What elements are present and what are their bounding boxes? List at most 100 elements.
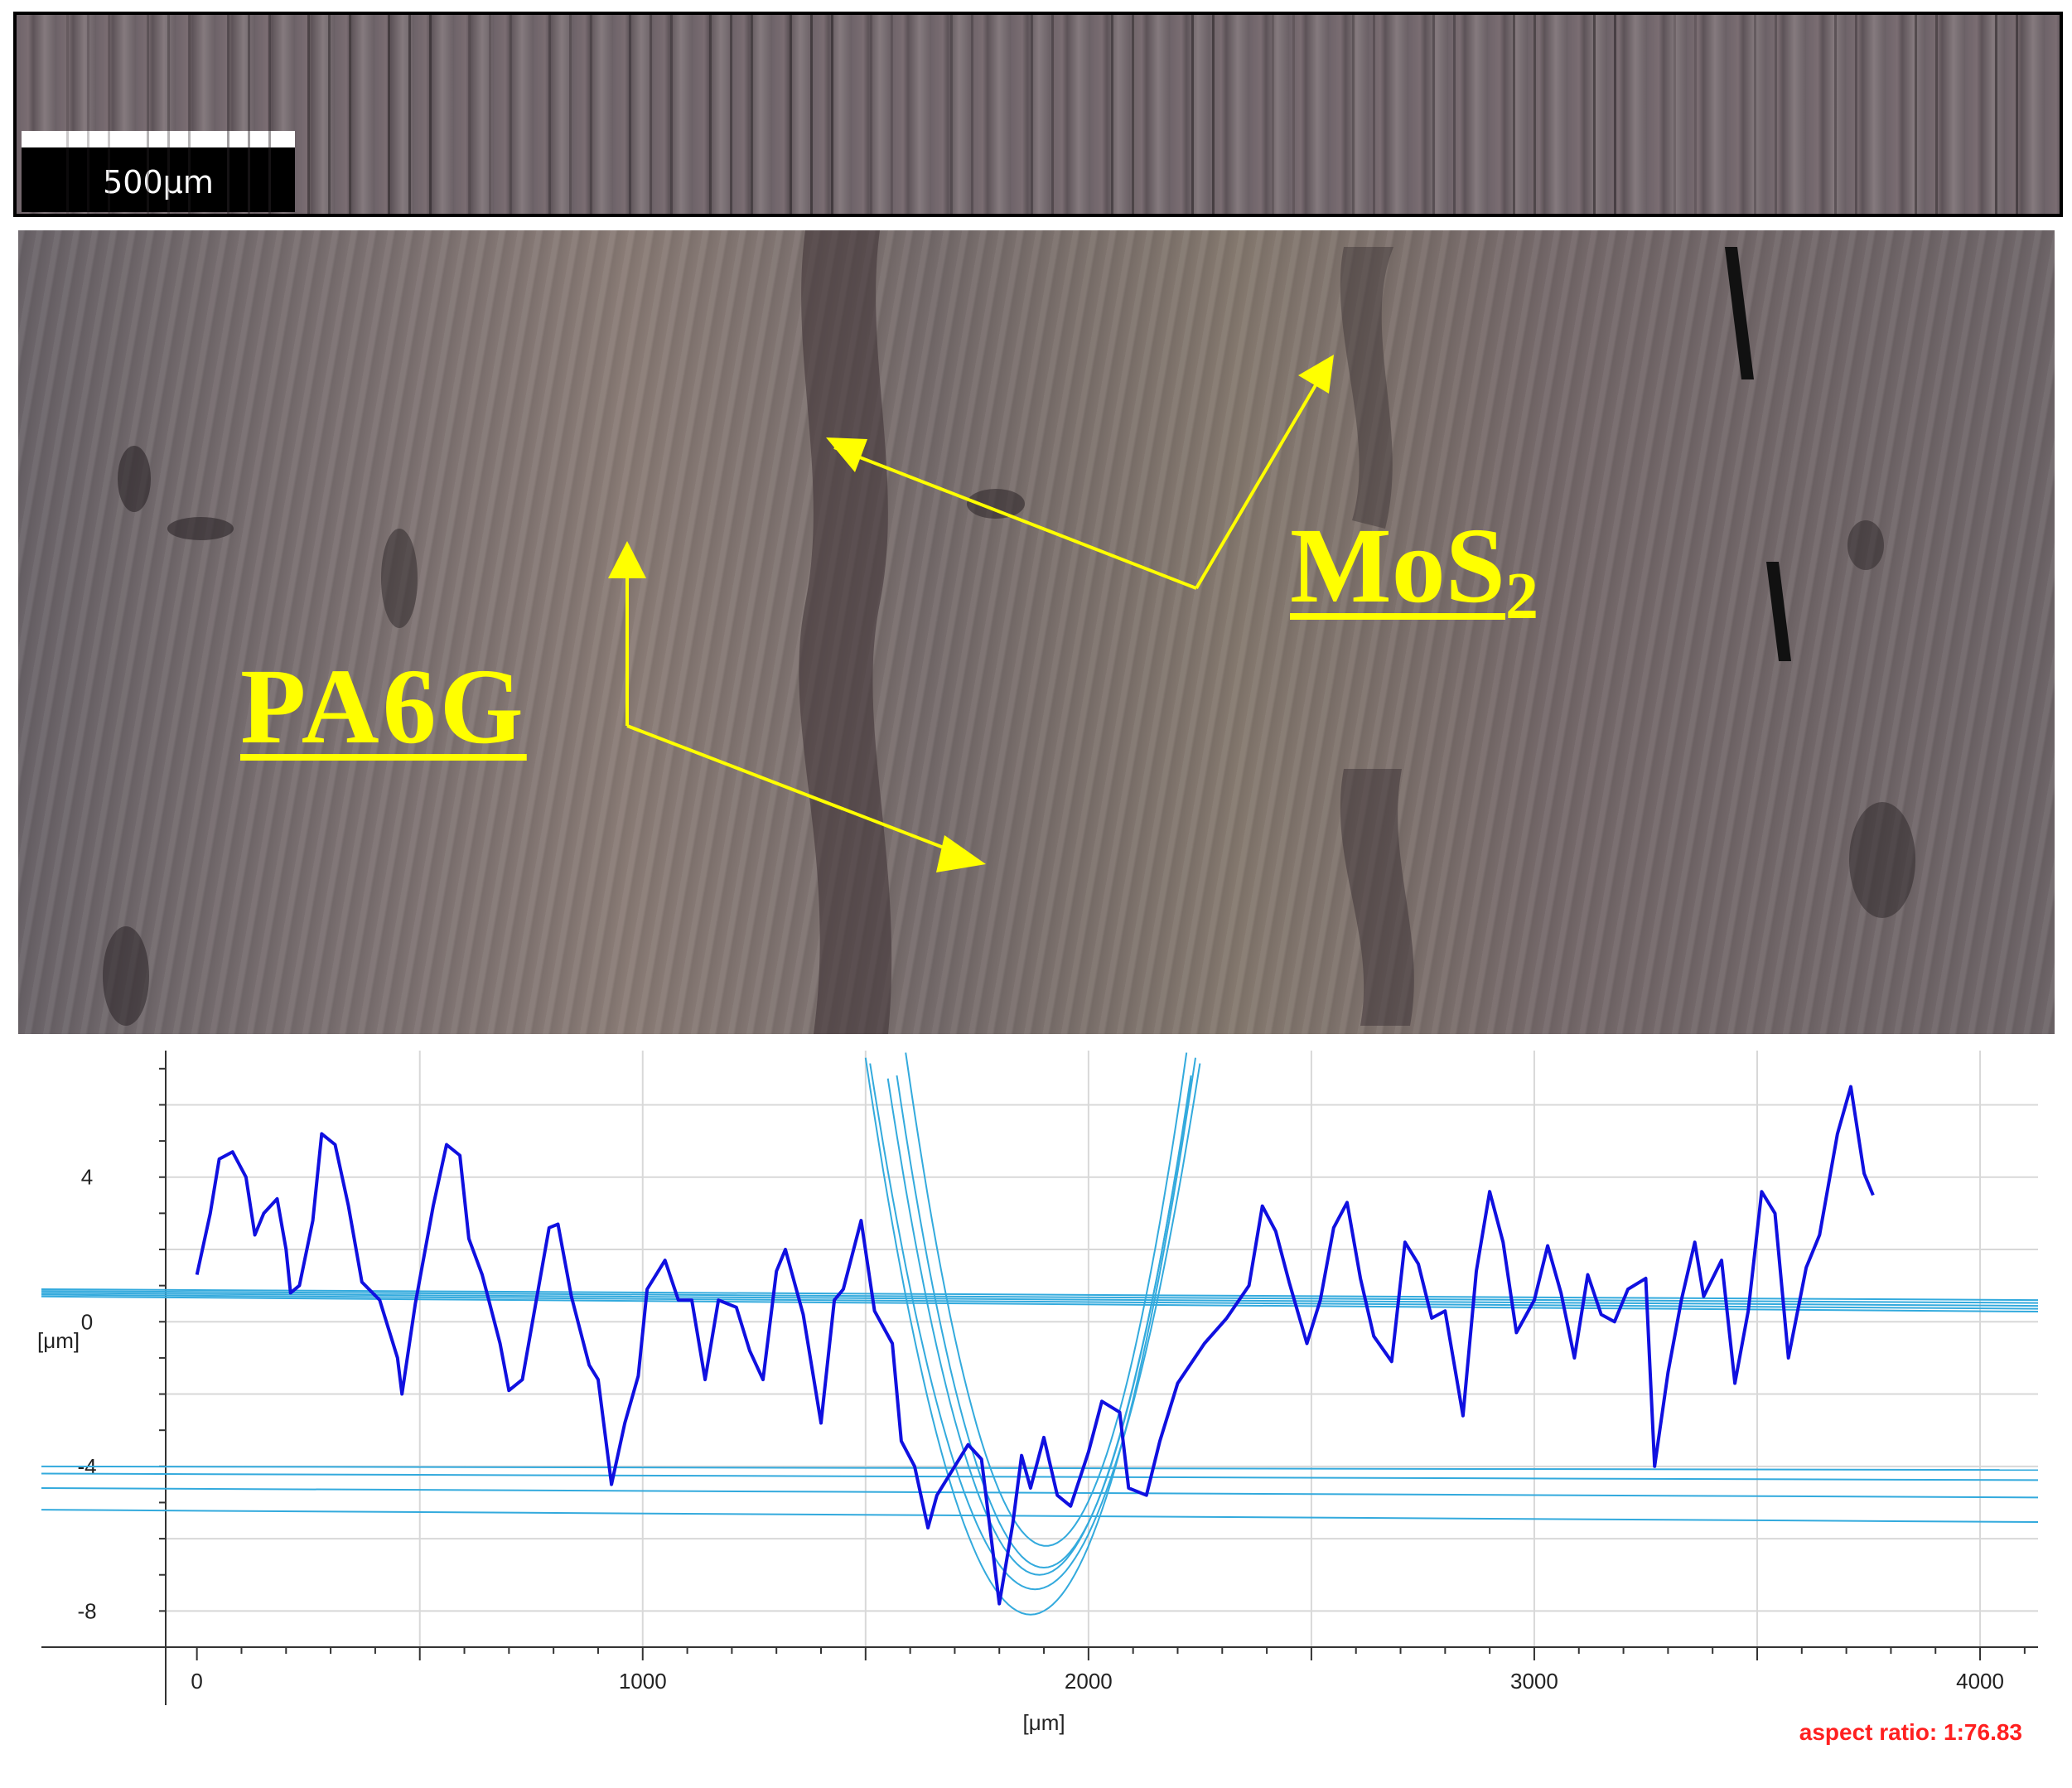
surface-streak [147, 15, 149, 214]
surface-streak [66, 15, 69, 214]
surface-streak [227, 15, 229, 214]
surface-streak [108, 15, 110, 214]
y-axis-label: [μm] [37, 1328, 80, 1353]
x-tick-label: 1000 [619, 1669, 667, 1694]
surface-streak [1111, 15, 1113, 214]
surface-streak [1352, 15, 1355, 214]
fit-curve [905, 1052, 1188, 1547]
scale-bar-label: 500μm [103, 164, 214, 201]
pit [103, 926, 149, 1026]
surface-streak [1453, 15, 1456, 214]
pa6g-label: PA6G [240, 647, 527, 766]
surface-streak [307, 15, 310, 214]
surface-streak [1432, 15, 1435, 214]
pit [1847, 520, 1884, 570]
surface-streak [1031, 15, 1033, 214]
reference-line-upper [41, 1288, 2039, 1302]
pit [1849, 802, 1915, 918]
surface-streak [1513, 15, 1515, 214]
surface-streak [1373, 15, 1375, 214]
surface-streak [328, 15, 331, 214]
surface-streak [1614, 15, 1616, 214]
fit-curve [886, 1078, 1192, 1576]
pit [381, 529, 418, 628]
pit [167, 517, 234, 540]
overview-micrograph: 500μm [13, 12, 2063, 217]
mos2-label: MoS2 [1290, 504, 1538, 635]
y-tick-label: 0 [81, 1309, 93, 1334]
mos2-label-subscript: 2 [1505, 560, 1538, 633]
surface-streak [891, 15, 893, 214]
aspect-ratio-label: aspect ratio: 1:76.83 [1799, 1719, 2022, 1745]
wear-track-micrograph: PA6G MoS2 [18, 230, 2055, 1034]
dark-band [1725, 247, 1754, 379]
surface-streak [349, 15, 351, 214]
surface-streak [2016, 15, 2018, 214]
surface-streak [730, 15, 732, 214]
surface-streak [1051, 15, 1054, 214]
x-tick-label: 3000 [1510, 1669, 1558, 1694]
surface-streak [510, 15, 512, 214]
reference-line-upper [41, 1295, 2039, 1313]
surface-streak [810, 15, 813, 214]
surface-streak [1834, 15, 1837, 214]
surface-streak [1533, 15, 1536, 214]
surface-streak [831, 15, 833, 214]
scale-bar-line [22, 131, 295, 147]
micrograph-features [103, 230, 1915, 1034]
surface-streak [629, 15, 631, 214]
surface-streak [1212, 15, 1215, 214]
surface-streak [1754, 15, 1756, 214]
mos2-arrows [833, 378, 1321, 590]
surface-streak [1132, 15, 1134, 214]
y-tick-label: 4 [81, 1165, 93, 1190]
fit-curve [864, 1057, 1196, 1616]
mos2-label-base: MoS [1290, 506, 1505, 626]
x-axis-label: [μm] [1023, 1710, 1065, 1735]
surface-streak [87, 15, 89, 214]
surface-streak [590, 15, 592, 214]
reference-line-lower [41, 1465, 2039, 1471]
surface-streak [489, 15, 491, 214]
dark-band [1340, 769, 1414, 1026]
x-tick-label: 0 [191, 1669, 202, 1694]
surface-streak [1915, 15, 1917, 214]
surface-streak [1855, 15, 1857, 214]
x-tick-label: 4000 [1956, 1669, 2004, 1694]
surface-streak [1935, 15, 1938, 214]
surface-streak [971, 15, 973, 214]
surface-streak [468, 15, 471, 214]
y-tick-label: -8 [77, 1598, 96, 1623]
arrow-head [1298, 355, 1334, 394]
surface-streak [870, 15, 872, 214]
pit [967, 489, 1025, 519]
arrow-head [826, 437, 867, 472]
surface-streak [751, 15, 753, 214]
dark-band [799, 230, 892, 1034]
reference-line-lower [41, 1509, 2039, 1524]
pa6g-arrows [625, 570, 955, 853]
surface-streak [268, 15, 271, 214]
surface-streak [1593, 15, 1596, 214]
surface-streak [1694, 15, 1697, 214]
reference-line-lower [41, 1487, 2039, 1499]
surface-streak [388, 15, 390, 214]
surface-streak [1292, 15, 1295, 214]
surface-streak [1995, 15, 1997, 214]
reference-line-lower [41, 1472, 2039, 1481]
surface-streak [709, 15, 712, 214]
surface-streak [188, 15, 191, 214]
dark-band [1340, 247, 1393, 529]
surface-streak [670, 15, 673, 214]
x-tick-label: 2000 [1065, 1669, 1113, 1694]
surface-streak [569, 15, 572, 214]
scale-bar: 500μm [22, 131, 295, 212]
surface-streak [950, 15, 953, 214]
surface-streak [248, 15, 250, 214]
surface-profile-chart: -8 -4 0 4 0 1000 2000 3000 4000 [μm] [μm] aspect r… [0, 1034, 2072, 1784]
reference-line-upper [41, 1293, 2039, 1310]
fit-curve [869, 1063, 1201, 1591]
surface-streak [1775, 15, 1777, 214]
pit [118, 446, 151, 512]
